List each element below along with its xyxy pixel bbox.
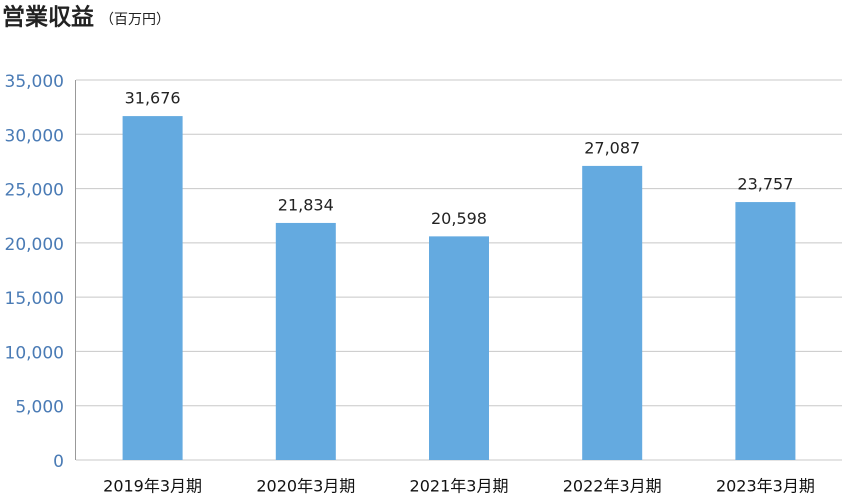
y-tick-label: 10,000 bbox=[5, 343, 64, 363]
bar bbox=[582, 165, 643, 460]
y-tick-label: 0 bbox=[53, 452, 64, 472]
x-tick-label: 2020年3月期 bbox=[256, 477, 355, 496]
value-label: 20,598 bbox=[431, 209, 487, 228]
x-tick-label: 2022年3月期 bbox=[563, 477, 662, 496]
y-tick-label: 15,000 bbox=[5, 289, 64, 309]
value-label: 31,676 bbox=[125, 89, 181, 108]
x-tick-label: 2023年3月期 bbox=[716, 477, 815, 496]
y-tick-label: 35,000 bbox=[5, 72, 64, 92]
y-tick-label: 30,000 bbox=[5, 126, 64, 146]
bar bbox=[429, 236, 489, 460]
x-tick-label: 2021年3月期 bbox=[410, 477, 509, 496]
y-tick-label: 25,000 bbox=[5, 181, 64, 201]
bar bbox=[122, 116, 183, 460]
chart-subtitle: （百万円） bbox=[100, 12, 170, 28]
y-tick-label: 5,000 bbox=[15, 398, 64, 418]
y-tick-label: 20,000 bbox=[5, 235, 64, 255]
chart-title: 営業収益 bbox=[2, 4, 94, 31]
bar bbox=[735, 202, 796, 460]
value-label: 21,834 bbox=[278, 195, 334, 214]
x-tick-label: 2019年3月期 bbox=[103, 477, 202, 496]
value-label: 27,087 bbox=[584, 138, 640, 157]
bar bbox=[275, 222, 336, 460]
value-label: 23,757 bbox=[737, 175, 793, 194]
